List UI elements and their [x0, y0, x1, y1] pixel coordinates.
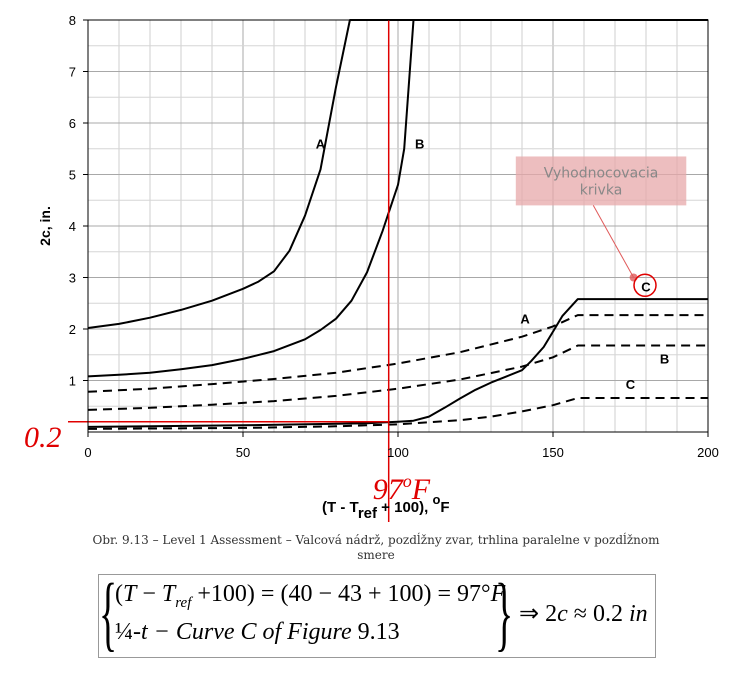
annotation-pointer-line — [592, 205, 635, 278]
curve-label: B — [660, 351, 669, 366]
y-tick-label: 3 — [69, 271, 76, 286]
formula-box: { (T − Tref +100) = (40 − 43 + 100) = 97… — [98, 567, 656, 660]
formula-line-temperature: (T − Tref +100) = (40 − 43 + 100) = 97°F — [115, 581, 505, 612]
temperature-reference-value: 97 — [373, 473, 405, 506]
y-tick-label: 4 — [69, 219, 76, 234]
curve-a-dashed — [87, 314, 708, 393]
x-axis-label: (T - Tref + 100), oF — [322, 492, 450, 522]
annotation-note-box — [515, 156, 687, 206]
formula-result-c: c — [557, 601, 568, 627]
y-tick-label: 6 — [69, 116, 76, 131]
x-axis-label-sup: o — [432, 492, 440, 507]
x-tick-label: 50 — [236, 445, 250, 460]
formula-result-arrow: ⇒ 2 — [519, 601, 558, 627]
left-brace: { — [99, 567, 118, 660]
curve-c-dashed — [87, 397, 708, 430]
formula-minus: − — [136, 581, 162, 607]
y-tick-label: 5 — [69, 168, 76, 183]
formula-result: ⇒ 2c ≈ 0.2 in — [519, 599, 648, 628]
temperature-reference-unit: F — [411, 473, 431, 506]
formula-F: F — [490, 581, 506, 607]
formula-result-value: ≈ 0.2 — [567, 601, 629, 627]
temperature-reference-degree: o — [403, 471, 412, 491]
chart: Vyhodnocovacia krivka 0 50 100 150 200 1 2 3 4 5 6… — [24, 13, 719, 522]
formula-figure-number: 9.13 — [351, 619, 400, 645]
figure-caption-line1: Obr. 9.13 – Level 1 Assessment – Valcová… — [92, 533, 660, 547]
temperature-reference-label: 97oF — [373, 471, 431, 506]
curve-c-solid — [87, 298, 708, 428]
curve-label: C — [626, 377, 636, 392]
reference-lines — [68, 20, 390, 522]
curve-label: A — [520, 312, 530, 327]
x-tick-label: 150 — [542, 445, 564, 460]
y-tick-label: 8 — [69, 13, 76, 28]
x-axis-label-part-b: + 100), — [377, 499, 432, 516]
x-tick-label: 100 — [387, 445, 409, 460]
formula-curve-text: -t − Curve C of Figure — [133, 619, 352, 645]
figure-caption: Obr. 9.13 – Level 1 Assessment – Valcová… — [0, 533, 752, 563]
annotation-note-line1: Vyhodnocovacia — [544, 165, 659, 181]
formula-line-curve: ¼-t − Curve C of Figure 9.13 — [115, 619, 400, 646]
x-axis-label-part-a: (T - T — [322, 499, 358, 516]
formula-result-unit: in — [628, 601, 648, 627]
formula-quarter: ¼ — [115, 619, 133, 645]
curve-b-solid — [87, 19, 708, 378]
right-brace: } — [495, 567, 514, 660]
y-tick-label: 7 — [69, 65, 76, 80]
x-tick-label: 0 — [84, 445, 91, 460]
curve-label: A — [316, 137, 326, 152]
formula-plus100: +100 — [191, 581, 247, 607]
curve-label: C — [641, 279, 651, 294]
curve-labels: A B A B C C — [316, 137, 669, 393]
formula-paren: ( — [115, 581, 123, 607]
formula-Tref: T — [161, 581, 176, 607]
x-axis-label-sub: ref — [358, 505, 378, 522]
formula-ref-sub: ref — [175, 594, 192, 611]
axis-ticks: 0 50 100 150 200 1 2 3 4 5 6 7 8 — [69, 13, 719, 460]
figure-caption-line2: smere — [357, 548, 395, 562]
formula-equation: ) = (40 − 43 + 100) = 97° — [246, 581, 491, 607]
y-axis-label: 2c, in. — [37, 206, 53, 246]
chart-curves — [87, 19, 708, 430]
y-tick-label: 1 — [69, 374, 76, 389]
highlight-circle — [633, 273, 657, 298]
y-tick-label: 2 — [69, 322, 76, 337]
annotation-note: Vyhodnocovacia krivka — [515, 156, 687, 282]
x-axis-label-part-c: F — [440, 499, 449, 516]
curve-a-solid — [87, 19, 708, 329]
curve-label: B — [415, 137, 424, 152]
crack-size-reference-label: 0.2 — [24, 421, 62, 454]
annotation-note-line2: krivka — [580, 182, 622, 198]
x-tick-label: 200 — [697, 445, 719, 460]
formula-T: T — [123, 581, 137, 607]
